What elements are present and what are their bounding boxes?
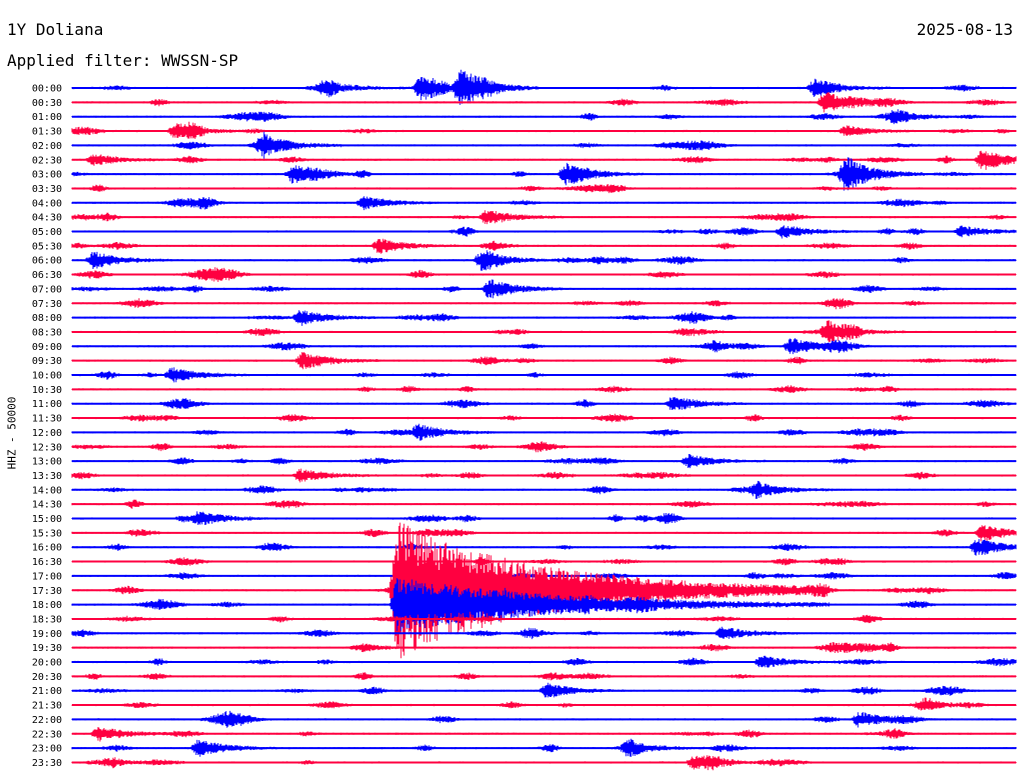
row-time-label: 03:00 [32, 170, 62, 181]
row-time-label: 22:00 [32, 715, 62, 726]
row-time-label: 04:00 [32, 198, 62, 209]
row-time-label: 20:00 [32, 658, 62, 669]
row-time-label: 14:00 [32, 485, 62, 496]
row-time-label: 07:30 [32, 299, 62, 310]
row-time-label: 02:30 [32, 155, 62, 166]
row-time-label: 15:30 [32, 528, 62, 539]
row-time-label: 19:00 [32, 629, 62, 640]
row-time-label: 05:30 [32, 241, 62, 252]
row-time-label: 16:00 [32, 543, 62, 554]
row-time-label: 05:00 [32, 227, 62, 238]
row-time-label: 20:30 [32, 672, 62, 683]
row-time-label: 08:30 [32, 327, 62, 338]
row-time-label: 10:30 [32, 385, 62, 396]
row-time-label: 17:30 [32, 586, 62, 597]
row-time-label: 00:00 [32, 84, 62, 95]
row-time-label: 13:00 [32, 457, 62, 468]
row-time-label: 12:30 [32, 442, 62, 453]
row-time-label: 04:30 [32, 213, 62, 224]
row-time-label: 03:30 [32, 184, 62, 195]
row-time-label: 19:30 [32, 643, 62, 654]
row-time-label: 13:30 [32, 471, 62, 482]
station-title: 1Y Doliana [7, 20, 104, 39]
row-time-label: 09:00 [32, 342, 62, 353]
row-time-label: 21:00 [32, 686, 62, 697]
tick-label-group: 00:00 00:30 01:00 01:30 02:00 02:30 03:00 03:30… [32, 84, 62, 769]
row-time-label: 16:30 [32, 557, 62, 568]
trace-group [71, 69, 1017, 771]
filter-label: Applied filter: WWSSN-SP [7, 51, 239, 70]
row-time-label: 08:00 [32, 313, 62, 324]
row-time-label: 09:30 [32, 356, 62, 367]
row-time-label: 02:00 [32, 141, 62, 152]
row-time-label: 17:00 [32, 571, 62, 582]
row-time-label: 23:30 [32, 758, 62, 769]
row-time-label: 07:00 [32, 284, 62, 295]
row-time-label: 12:00 [32, 428, 62, 439]
row-time-label: 15:00 [32, 514, 62, 525]
row-time-label: 01:30 [32, 127, 62, 138]
row-time-label: 00:30 [32, 98, 62, 109]
row-time-label: 06:00 [32, 256, 62, 267]
row-time-label: 23:00 [32, 744, 62, 755]
row-time-label: 10:00 [32, 371, 62, 382]
row-time-label: 11:30 [32, 414, 62, 425]
row-time-label: 14:30 [32, 500, 62, 511]
row-time-label: 11:00 [32, 399, 62, 410]
row-time-label: 18:30 [32, 614, 62, 625]
row-time-label: 18:00 [32, 600, 62, 611]
row-time-label: 21:30 [32, 701, 62, 712]
date-label: 2025-08-13 [916, 20, 1013, 39]
row-time-label: 22:30 [32, 729, 62, 740]
row-time-label: 01:00 [32, 112, 62, 123]
row-time-label: 06:30 [32, 270, 62, 281]
